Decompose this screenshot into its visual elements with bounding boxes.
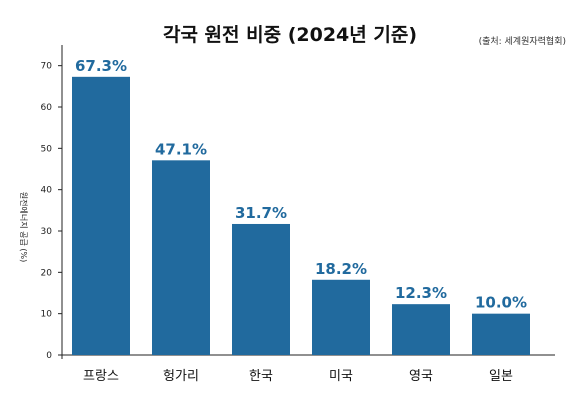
x-tick-label: 프랑스 <box>83 369 119 384</box>
y-tick-label: 30 <box>41 227 53 237</box>
y-tick-label: 50 <box>41 144 53 154</box>
bars <box>72 76 530 356</box>
bar <box>392 304 450 355</box>
bar-value-label: 31.7% <box>235 204 287 222</box>
bar <box>312 279 370 355</box>
bar-value-label: 47.1% <box>155 140 207 158</box>
x-tick-label: 한국 <box>249 369 273 384</box>
y-tick-label: 60 <box>41 103 53 113</box>
bar <box>72 76 130 356</box>
y-tick-label: 40 <box>41 186 53 196</box>
y-tick-label: 70 <box>41 62 53 72</box>
y-tick-label: 10 <box>41 310 53 320</box>
value-labels: 67.3% 47.1% 31.7% 18.2% 12.3% 10.0% <box>75 57 527 312</box>
x-tick-label: 미국 <box>329 369 353 384</box>
y-tick-label: 0 <box>46 351 52 361</box>
chart-source-note: (출처: 세계원자력협회) <box>478 37 566 47</box>
bar-value-label: 67.3% <box>75 57 127 75</box>
axes: 0 10 20 30 40 50 60 70 프랑스 헝가리 한국 미국 영국 일본 <box>41 45 555 384</box>
bar <box>472 313 530 355</box>
x-tick-label: 일본 <box>489 369 513 384</box>
bar <box>232 223 290 355</box>
bar <box>152 160 210 355</box>
chart-title: 각국 원전 비중 (2024년 기준) <box>162 24 418 46</box>
y-tick-label: 20 <box>41 268 53 278</box>
y-axis-label: 원전에너지 공급 (%) <box>19 192 29 262</box>
x-tick-label: 헝가리 <box>163 369 199 384</box>
x-tick-label: 영국 <box>409 369 433 384</box>
bar-value-label: 18.2% <box>315 260 367 278</box>
bar-value-label: 12.3% <box>395 284 447 302</box>
bar-value-label: 10.0% <box>475 294 527 312</box>
